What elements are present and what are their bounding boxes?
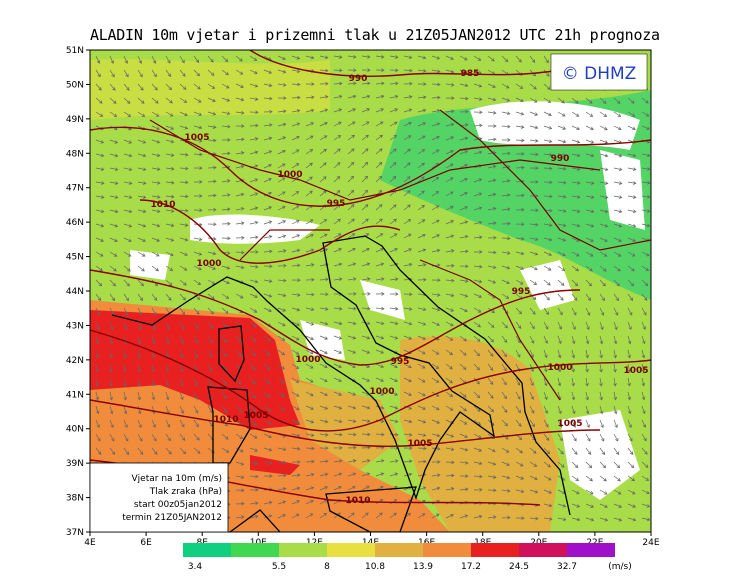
legend-line: termin 21Z05JAN2012: [122, 513, 222, 523]
coastlines: [111, 235, 571, 532]
lat-label: 49N: [66, 115, 84, 125]
isobar-label: 1005: [623, 366, 648, 376]
legend-line: start 00z05jan2012: [134, 500, 222, 510]
lat-label: 46N: [66, 218, 84, 228]
colorbar-label: 5.5: [272, 562, 286, 572]
title: ALADIN 10m vjetar i prizemni tlak u 21Z0…: [90, 26, 660, 44]
colorbar-label: 13.9: [413, 562, 433, 572]
lat-label: 45N: [66, 253, 84, 263]
colorbar: 3.4 5.5 8 10.8 13.9 17.2 24.5 32.7 (m/s): [183, 543, 632, 572]
colorbar-swatch: [423, 543, 471, 557]
colorbar-label: 10.8: [365, 562, 385, 572]
isobar-label: 995: [512, 287, 531, 297]
lat-label: 41N: [66, 390, 84, 400]
isobar-label: 985: [461, 69, 480, 79]
isobar-label: 1005: [184, 133, 209, 143]
colorbar-swatch: [375, 543, 423, 557]
isobar-label: 1000: [369, 387, 394, 397]
lon-label: 24E: [642, 538, 659, 548]
isobar-label: 1000: [547, 363, 572, 373]
colorbar-swatch: [471, 543, 519, 557]
isobar-label: 1010: [213, 415, 238, 425]
legend-line: Vjetar na 10m (m/s): [132, 474, 222, 484]
lat-label: 43N: [66, 321, 84, 331]
lat-label: 37N: [66, 528, 84, 538]
wind-zone: [290, 380, 400, 470]
wind-zone-storm: [250, 455, 300, 475]
isobar-label: 1000: [277, 170, 302, 180]
wind-zone: [400, 336, 560, 532]
colorbar-label: 8: [324, 562, 330, 572]
isobar-label: 990: [551, 154, 570, 164]
logo-box: [550, 53, 648, 91]
colorbar-swatch: [567, 543, 615, 557]
logo: © DHMZ: [562, 64, 637, 84]
isobar-label: 1000: [295, 355, 320, 365]
lat-label: 38N: [66, 494, 84, 504]
lat-label: 39N: [66, 459, 84, 469]
lat-label: 50N: [66, 80, 84, 90]
isobar-label: 1005: [407, 439, 432, 449]
isobar-label: 1010: [345, 496, 370, 506]
colorbar-label: 32.7: [557, 562, 577, 572]
lat-label: 47N: [66, 184, 84, 194]
lat-label: 51N: [66, 46, 84, 56]
colorbar-swatch: [279, 543, 327, 557]
colorbar-unit: (m/s): [608, 562, 632, 572]
lat-label: 40N: [66, 425, 84, 435]
lon-label: 4E: [84, 538, 96, 548]
colorbar-label: 3.4: [188, 562, 203, 572]
colorbar-swatch: [231, 543, 279, 557]
isobar-label: 990: [349, 74, 368, 84]
colorbar-swatch: [183, 543, 231, 557]
borders: [149, 109, 651, 401]
wind-zone: [90, 58, 330, 120]
lat-label: 44N: [66, 287, 84, 297]
colorbar-label: 24.5: [509, 562, 529, 572]
isobar-label: 1005: [243, 411, 268, 421]
lat-label: 48N: [66, 149, 84, 159]
colorbar-label: 17.2: [461, 562, 481, 572]
legend-box: [89, 462, 229, 533]
isobar-label: 1005: [557, 419, 582, 429]
colorbar-swatch: [519, 543, 567, 557]
isobar-label: 995: [391, 357, 410, 367]
legend-line: Tlak zraka (hPa): [149, 487, 222, 497]
colorbar-swatch: [327, 543, 375, 557]
isobar-label: 1010: [150, 200, 175, 210]
lon-label: 6E: [140, 538, 152, 548]
map: 990 985 990 1005 1000 1010 995 1000 995 …: [90, 50, 651, 532]
isobar-label: 1000: [196, 259, 221, 269]
lat-label: 42N: [66, 356, 84, 366]
isobar-labels: 990 985 990 1005 1000 1010 995 1000 995 …: [150, 69, 648, 506]
legend: Vjetar na 10m (m/s) Tlak zraka (hPa) start…: [122, 474, 222, 523]
isobar-label: 995: [327, 199, 346, 209]
